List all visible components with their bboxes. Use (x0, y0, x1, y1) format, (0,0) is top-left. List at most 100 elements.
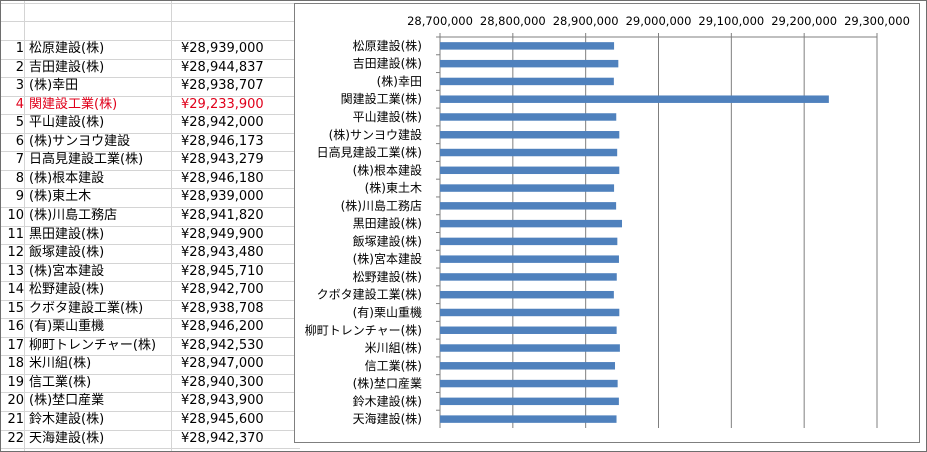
category-label: (株)川島工務店 (341, 198, 422, 213)
category-label: 松原建設(株) (353, 38, 422, 53)
category-label: クボタ建設工業(株) (317, 287, 422, 302)
company-name: (株)サンヨウ建設 (29, 134, 131, 149)
row-number: 5 (15, 115, 24, 130)
x-tick-label: 29,300,000 (844, 14, 910, 28)
x-tick-label: 29,100,000 (698, 14, 764, 28)
table-row: 4 関建設工業(株) ¥29,233,900 (0, 96, 300, 114)
company-name: 米川組(株) (29, 356, 92, 371)
bid-amount: ¥28,943,279 (181, 152, 264, 167)
category-label: (有)栗山重機 (353, 304, 422, 319)
company-name: (有)栗山重機 (29, 319, 105, 334)
bid-amount: ¥28,943,480 (181, 245, 264, 260)
bid-amount: ¥28,939,000 (181, 41, 264, 56)
row-number: 4 (15, 97, 24, 112)
bar (440, 308, 620, 317)
bar (440, 362, 616, 370)
bid-amount: ¥28,942,700 (181, 282, 264, 297)
bid-amount: ¥28,940,300 (181, 375, 264, 390)
row-number: 18 (7, 356, 24, 371)
table-row: 9 (株)東土木 ¥28,939,000 (0, 188, 300, 206)
bid-amount: ¥28,941,820 (181, 208, 264, 223)
row-gridline (0, 21, 300, 22)
category-label: 関建設工業(株) (341, 91, 422, 106)
x-tick-label: 29,200,000 (771, 14, 837, 28)
company-name: 日高見建設工業(株) (29, 152, 144, 167)
row-gridline (0, 392, 300, 393)
company-name: 平山建設(株) (29, 115, 105, 130)
table-row: 17 柳町トレンチャー(株) ¥28,942,530 (0, 337, 300, 355)
table-row: 18 米川組(株) ¥28,947,000 (0, 355, 300, 373)
table-row: 15 クボタ建設工業(株) ¥28,938,708 (0, 300, 300, 318)
row-gridline (0, 318, 300, 319)
row-gridline (0, 40, 300, 41)
row-number: 8 (15, 171, 24, 186)
category-label: 黒田建設(株) (353, 216, 422, 231)
row-gridline (0, 337, 300, 338)
row-number: 10 (7, 208, 24, 223)
category-label: 柳町トレンチャー(株) (305, 322, 422, 337)
row-number: 6 (15, 134, 24, 149)
row-gridline (0, 188, 300, 189)
row-gridline (0, 3, 300, 4)
table-row: 13 (株)宮本建設 ¥28,945,710 (0, 263, 300, 281)
company-name: (株)幸田 (29, 78, 79, 93)
company-name: 松野建設(株) (29, 282, 105, 297)
table-row: 12 飯塚建設(株) ¥28,943,480 (0, 244, 300, 262)
row-gridline (0, 170, 300, 171)
category-label: 飯塚建設(株) (353, 233, 422, 248)
row-gridline (0, 114, 300, 115)
company-name: 天海建設(株) (29, 431, 105, 446)
company-name: 吉田建設(株) (29, 60, 105, 75)
table-row: 5 平山建設(株) ¥28,942,000 (0, 114, 300, 132)
bid-amount: ¥28,938,707 (181, 78, 264, 93)
row-gridline (0, 374, 300, 375)
bid-amount: ¥28,938,708 (181, 301, 264, 316)
row-gridline (0, 448, 300, 449)
bar (440, 166, 620, 175)
bid-amount: ¥28,946,200 (181, 319, 264, 334)
table-row: 7 日高見建設工業(株) ¥28,943,279 (0, 151, 300, 169)
bar (440, 148, 618, 157)
x-tick-label: 28,700,000 (407, 14, 473, 28)
category-label: (株)根本建設 (353, 162, 422, 177)
category-label: 日高見建設工業(株) (317, 145, 422, 160)
category-label: (株)埜口産業 (353, 376, 422, 391)
category-label: 吉田建設(株) (353, 56, 422, 71)
table-row: 21 鈴木建設(株) ¥28,945,600 (0, 411, 300, 429)
row-number: 15 (7, 301, 24, 316)
row-number: 20 (7, 393, 24, 408)
bid-amount: ¥28,942,370 (181, 431, 264, 446)
row-gridline (0, 430, 300, 431)
bid-amount: ¥28,946,173 (181, 134, 264, 149)
category-label: 松野建設(株) (353, 269, 422, 284)
company-name: 鈴木建設(株) (29, 412, 105, 427)
row-number: 11 (7, 227, 24, 242)
category-label: (株)幸田 (377, 73, 422, 88)
bid-amount: ¥28,949,900 (181, 227, 264, 242)
bid-amount: ¥28,945,710 (181, 264, 264, 279)
company-name: (株)根本建設 (29, 171, 105, 186)
table-row: 8 (株)根本建設 ¥28,946,180 (0, 170, 300, 188)
row-number: 12 (7, 245, 24, 260)
row-gridline (0, 355, 300, 356)
company-name: (株)東土木 (29, 189, 92, 204)
category-label: 平山建設(株) (353, 109, 422, 124)
company-name: 飯塚建設(株) (29, 245, 105, 260)
row-gridline (0, 77, 300, 78)
table-row: 16 (有)栗山重機 ¥28,946,200 (0, 318, 300, 336)
row-gridline (0, 411, 300, 412)
bid-amount: ¥28,942,530 (181, 338, 264, 353)
table-row: 2 吉田建設(株) ¥28,944,837 (0, 59, 300, 77)
table-row: 14 松野建設(株) ¥28,942,700 (0, 281, 300, 299)
bar-chart[interactable]: 28,700,000 28,800,000 28,900,000 29,000,000… (294, 3, 920, 443)
row-gridline (0, 207, 300, 208)
category-label: 米川組(株) (365, 340, 422, 355)
bar (440, 131, 620, 139)
category-label: 信工業(株) (365, 358, 422, 373)
bid-amount: ¥28,945,600 (181, 412, 264, 427)
bar (440, 95, 829, 103)
company-name: 信工業(株) (29, 375, 92, 390)
company-name: (株)川島工務店 (29, 208, 118, 223)
row-number: 13 (7, 264, 24, 279)
